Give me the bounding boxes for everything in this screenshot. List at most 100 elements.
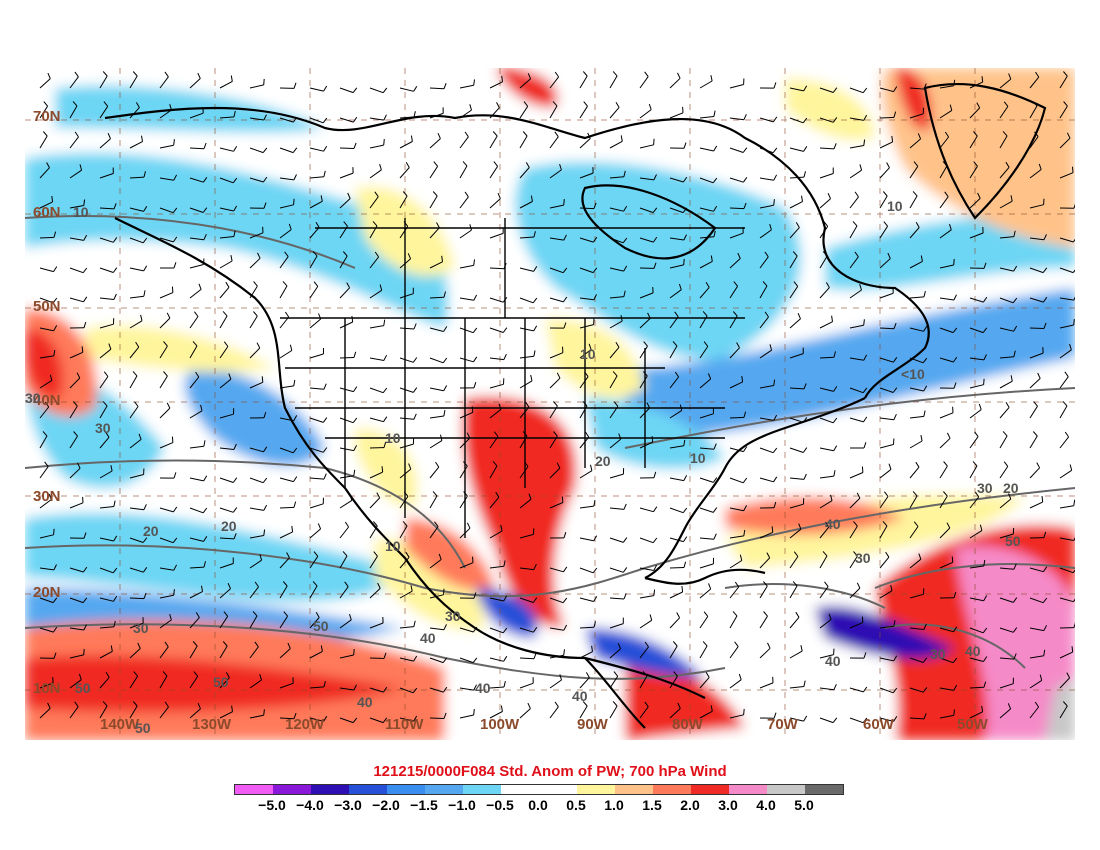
wind-barb-flag — [72, 101, 78, 107]
wind-barb-flag — [976, 102, 981, 109]
wind-barb — [579, 75, 588, 89]
wind-barb — [129, 537, 144, 543]
wind-barb-flag — [741, 375, 744, 382]
wind-barb — [729, 507, 744, 512]
wind-barb — [309, 255, 318, 269]
wind-barb-flag — [892, 387, 898, 393]
wind-barb-flag — [140, 314, 143, 321]
wind-barb — [99, 106, 109, 119]
wind-barb — [369, 588, 381, 599]
wind-barb-flag — [832, 117, 838, 123]
wind-barb-flag — [828, 613, 832, 620]
wind-barb-flag — [403, 221, 409, 227]
wind-barb-flag — [983, 559, 986, 567]
wind-barb-flag — [42, 431, 48, 437]
wind-barb — [729, 84, 744, 89]
wind-barb — [189, 345, 198, 359]
wind-barb — [129, 567, 144, 573]
wind-barb-flag — [352, 717, 358, 723]
wind-barb-flag — [713, 443, 717, 450]
wind-barb — [549, 237, 564, 241]
wind-barb-flag — [381, 466, 384, 473]
wind-barb-flag — [223, 341, 229, 347]
wind-barb — [759, 349, 772, 359]
wind-barb — [519, 355, 534, 359]
wind-barb-flag — [527, 702, 531, 709]
wind-barb-flag — [323, 383, 327, 390]
wind-barb — [339, 87, 354, 94]
wind-barb-flag — [582, 71, 588, 77]
wind-barb — [309, 417, 324, 423]
wind-barb — [69, 706, 79, 719]
wind-barb-flag — [1063, 101, 1068, 107]
wind-barb — [759, 316, 769, 329]
wind-barb-flag — [83, 321, 87, 328]
wind-barb — [219, 507, 234, 513]
wind-barb — [519, 297, 534, 304]
wind-barb — [69, 405, 78, 419]
colorbar-box — [273, 785, 311, 794]
wind-barb-flag — [222, 641, 228, 647]
wind-barb-flag — [113, 620, 116, 627]
wind-barb — [39, 708, 51, 719]
wind-barb — [429, 138, 441, 149]
wind-barb-flag — [102, 401, 108, 407]
wind-barb — [219, 116, 235, 119]
wind-barb-flag — [773, 174, 778, 181]
wind-barb — [819, 387, 834, 392]
wind-barb-flag — [142, 567, 148, 573]
wind-barb-flag — [713, 205, 718, 212]
wind-barb-flag — [473, 356, 478, 363]
wind-barb — [939, 85, 954, 89]
wind-barb — [489, 232, 504, 239]
wind-barb-flag — [203, 142, 207, 149]
wind-barb — [99, 597, 114, 602]
colorbar-box — [387, 785, 425, 794]
wind-barb — [129, 267, 144, 272]
wind-barb — [549, 435, 558, 449]
wind-barb — [669, 207, 684, 214]
wind-barb — [369, 417, 384, 423]
wind-barb-flag — [1005, 401, 1010, 408]
wind-barb — [819, 526, 830, 539]
wind-barb — [1029, 627, 1044, 632]
wind-barb — [729, 447, 744, 453]
wind-barb-flag — [593, 500, 596, 507]
wind-barb-flag — [653, 589, 656, 596]
wind-barb — [39, 78, 51, 89]
wind-barb-flag — [353, 445, 358, 451]
wind-barb-flag — [172, 236, 178, 243]
wind-barb-flag — [472, 327, 478, 334]
wind-barb — [279, 204, 294, 209]
wind-barb-flag — [113, 293, 117, 300]
wind-barb-flag — [164, 71, 169, 78]
wind-barb — [429, 357, 444, 364]
wind-barb-flag — [710, 255, 713, 262]
wind-barb-flag — [672, 341, 678, 347]
wind-barb-flag — [143, 592, 147, 599]
wind-barb — [69, 205, 84, 209]
wind-barb — [789, 176, 805, 179]
wind-barb-flag — [383, 441, 387, 448]
wind-barb — [819, 87, 834, 93]
wind-barb-flag — [137, 642, 141, 649]
wind-barb — [909, 327, 924, 332]
wind-barb — [669, 264, 684, 269]
wind-barb — [1029, 297, 1044, 303]
wind-barb-flag — [833, 143, 837, 150]
wind-barb — [159, 292, 174, 299]
wind-barb — [669, 567, 685, 569]
wind-barb-flag — [293, 501, 297, 508]
wind-barb-flag — [623, 205, 628, 212]
wind-barb — [849, 225, 858, 239]
wind-barb — [189, 537, 204, 542]
wind-barb — [699, 616, 709, 629]
wind-barb — [219, 80, 233, 89]
wind-barb — [879, 327, 895, 330]
wind-barb — [759, 647, 771, 659]
wind-barb-flag — [169, 614, 172, 621]
wind-barb — [969, 496, 980, 509]
wind-barb-flag — [469, 104, 472, 111]
colorbar-label: −2.0 — [372, 797, 400, 813]
wind-barb — [189, 207, 204, 213]
